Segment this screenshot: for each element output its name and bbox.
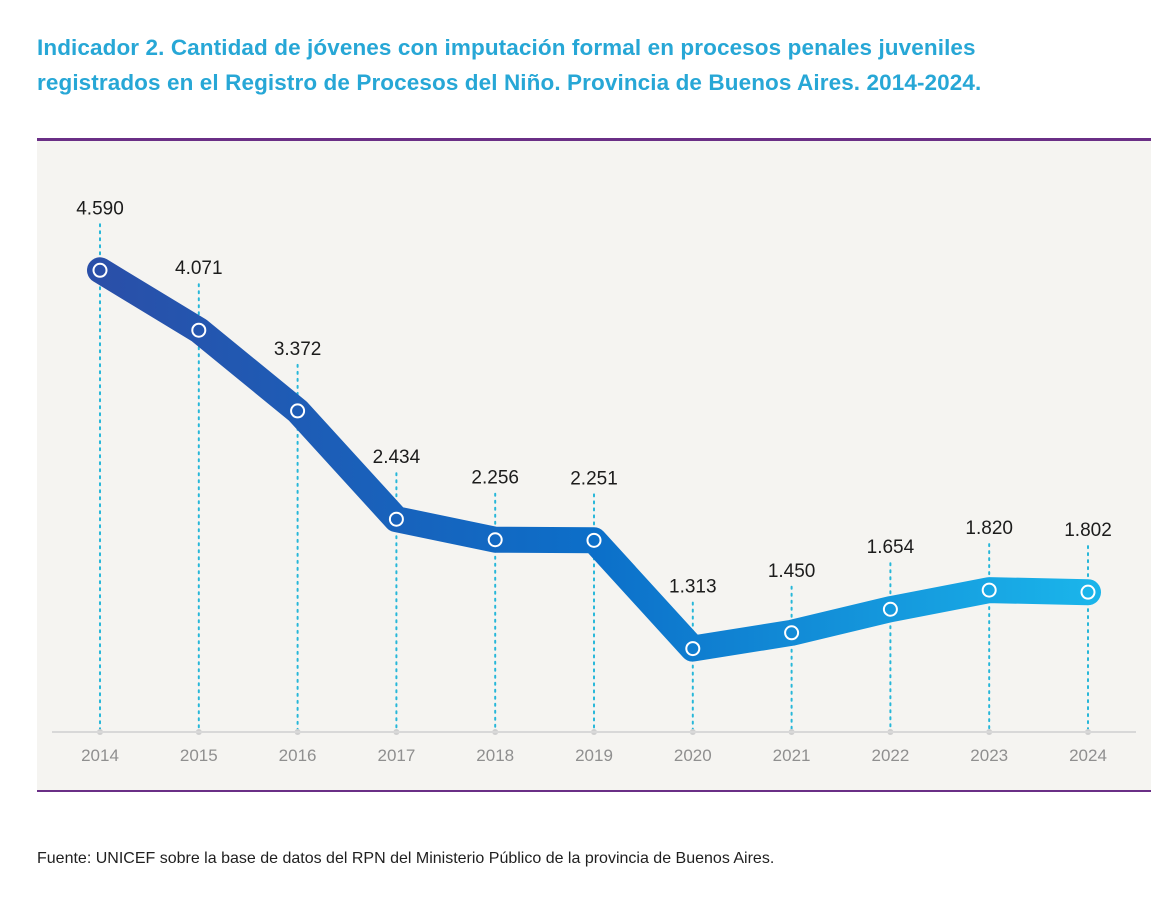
data-point-2017 — [388, 511, 404, 527]
value-label-2019: 2.251 — [570, 468, 618, 489]
value-label-2021: 1.450 — [768, 561, 816, 582]
value-label-2018: 2.256 — [471, 468, 519, 489]
x-tick-label-2023: 2023 — [970, 746, 1008, 765]
chart-title-line-2: registrados en el Registro de Procesos d… — [37, 70, 982, 95]
x-tick-label-2020: 2020 — [674, 746, 712, 765]
value-label-2020: 1.313 — [669, 577, 717, 598]
data-point-2024 — [1080, 584, 1096, 600]
x-tick-label-2014: 2014 — [81, 746, 119, 765]
value-label-2014: 4.590 — [76, 198, 124, 219]
x-tick-label-2024: 2024 — [1069, 746, 1107, 765]
x-tick-label-2015: 2015 — [180, 746, 218, 765]
series-line — [87, 257, 1101, 662]
data-point-2018 — [487, 532, 503, 548]
value-label-2016: 3.372 — [274, 339, 322, 360]
top-divider — [37, 138, 1151, 141]
data-point-2015 — [191, 322, 207, 338]
data-point-2016 — [290, 403, 306, 419]
data-point-2014 — [92, 262, 108, 278]
x-tick-label-2018: 2018 — [476, 746, 514, 765]
x-tick-label-2022: 2022 — [871, 746, 909, 765]
x-tick-label-2016: 2016 — [279, 746, 317, 765]
x-tick-label-2017: 2017 — [377, 746, 415, 765]
bottom-divider — [37, 790, 1151, 792]
value-label-2017: 2.434 — [373, 447, 421, 468]
data-point-2020 — [685, 641, 701, 657]
data-point-2023 — [981, 582, 997, 598]
value-label-2015: 4.071 — [175, 258, 223, 279]
data-point-2021 — [784, 625, 800, 641]
chart-title-line-1: Indicador 2. Cantidad de jóvenes con imp… — [37, 35, 976, 60]
chart-panel — [37, 141, 1151, 790]
data-point-2019 — [586, 532, 602, 548]
x-tick-label-2019: 2019 — [575, 746, 613, 765]
value-label-2024: 1.802 — [1064, 520, 1112, 541]
chart-title: Indicador 2. Cantidad de jóvenes con imp… — [37, 30, 1147, 100]
source-note: Fuente: UNICEF sobre la base de datos de… — [37, 850, 775, 867]
value-label-2022: 1.654 — [867, 537, 915, 558]
data-point-2022 — [882, 601, 898, 617]
value-label-2023: 1.820 — [965, 518, 1013, 539]
x-tick-label-2021: 2021 — [773, 746, 811, 765]
